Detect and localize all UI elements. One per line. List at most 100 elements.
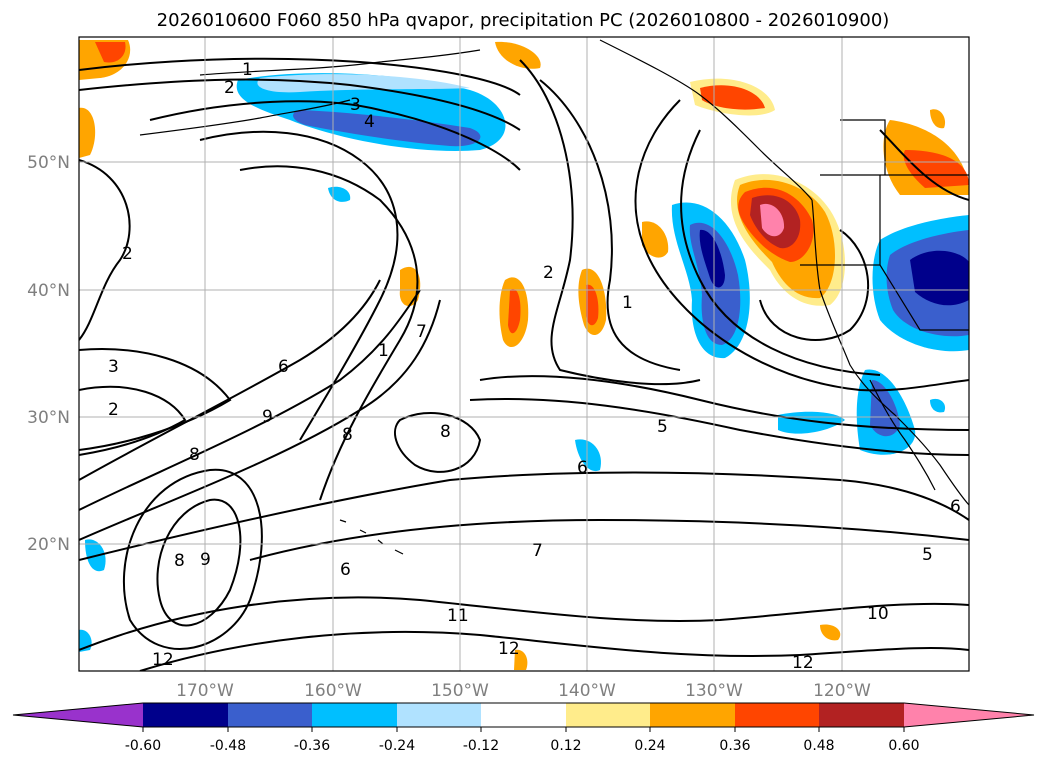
colorbar-bin [650,703,735,727]
colorbar-bin [819,703,904,727]
shade-navy-aleutian [293,110,481,147]
contour-label: 8 [440,422,451,442]
colorbar-tick-label: 0.24 [634,738,665,754]
contour-label: 7 [416,322,427,342]
plot-title: 2026010600 F060 850 hPa qvapor, precipit… [157,10,890,31]
colorbar-bin [481,703,566,727]
map-panel: 1 2 3 4 2 3 2 6 9 8 7 1 2 1 5 8 6 7 11 1… [78,36,970,673]
contour-label: 6 [577,458,588,478]
colorbar-tick-label: -0.60 [125,738,161,754]
contour-line [479,375,969,431]
colorbar-tick-label: 0.36 [719,738,750,754]
contour-line [394,412,482,473]
shade-darknavy-offshore [699,229,725,288]
shade-red-bc [700,85,765,110]
colorbar-tick-label: 0.60 [888,738,919,754]
contour-label: 6 [278,357,289,377]
contour-label: 8 [189,445,200,465]
contour-label: 1 [622,293,633,313]
shade-pink-pnw [760,203,785,237]
contour-line [79,78,521,131]
shade-orange-top [495,41,541,69]
contour-label: 12 [152,650,174,670]
lon-tick-label: 120°W [813,681,871,701]
lon-tick-label: 160°W [304,681,362,701]
contour-label: 3 [108,357,119,377]
contour-label: 2 [108,400,119,420]
contour-label: 6 [950,497,961,517]
lon-tick-label: 170°W [176,681,234,701]
contour-layer [79,57,969,671]
shade-blue-speck5 [930,398,946,413]
contour-line [122,468,263,650]
contour-label: 12 [498,639,520,659]
lat-tick-label: 30°N [27,408,70,428]
contour-line [79,57,521,96]
map-background [79,37,969,671]
contour-label: 8 [342,425,353,445]
lon-tick-label: 140°W [558,681,616,701]
shade-blue-speck1 [328,186,351,202]
contour-line [634,99,969,392]
shade-orange-speck3 [930,109,946,129]
lat-tick-label: 20°N [27,535,70,555]
gridlines [79,37,969,671]
contour-label: 7 [532,541,543,561]
shade-blue-speck2 [575,439,601,472]
lon-tick-label: 150°W [431,681,489,701]
shade-orange-blob [642,221,669,258]
contour-line [249,518,969,561]
coastline-bc [599,39,813,201]
contour-label: 12 [792,653,814,673]
colorbar-tick-label: 0.48 [803,738,834,754]
hawaii-islands [339,519,404,555]
colorbar-tick-label: 0.12 [550,738,581,754]
contour-line [469,398,969,456]
colorbar-bin [143,703,228,727]
contour-line [199,130,399,441]
contour-label: 4 [364,112,375,132]
contour-line [79,299,441,541]
map-frame [78,36,970,672]
contour-label: 6 [340,560,351,580]
shade-red-streak1 [508,289,521,334]
contour-label: 10 [867,604,889,624]
contour-line [79,471,969,561]
coastline-layer [139,39,969,555]
contour-line [239,165,419,501]
shade-orange-west [79,107,96,158]
contour-label: 2 [543,263,554,283]
contour-line [879,129,969,201]
coastline-alaska [199,49,481,76]
lon-tick-label: 130°W [685,681,743,701]
colorbar-tick-marks [142,727,905,732]
coastline-baja [869,379,936,491]
lat-tick-labels: 50°N 40°N 30°N 20°N [27,153,70,555]
contour-label: 1 [242,60,253,80]
contour-label: 5 [657,417,668,437]
contour-line [79,385,187,456]
contour-label: 1 [378,341,389,361]
coastline-us-west [811,199,969,506]
contour-line [759,229,870,341]
lon-tick-labels: 170°W 160°W 150°W 140°W 130°W 120°W [176,681,871,701]
contour-line [79,289,421,511]
shade-red-streak2 [586,284,599,326]
contour-label: 9 [200,550,211,570]
contour-label: 5 [922,545,933,565]
contour-line [79,348,232,451]
contour-labels: 1 2 3 4 2 3 2 6 9 8 7 1 2 1 5 8 6 7 11 1… [108,60,961,673]
colorbar-tick-label: -0.12 [463,738,499,754]
shade-orange-speck2 [820,624,841,641]
coastline-aleutians [139,99,351,136]
lat-tick-label: 40°N [27,281,70,301]
colorbar-tick-label: -0.36 [294,738,330,754]
shade-red-canada [903,150,969,188]
colorbar-bin [566,703,650,727]
shade-orange-speck1 [514,649,528,670]
shade-red-nw [95,42,126,63]
colorbar-bin [735,703,819,727]
state-border-4 [879,264,969,331]
contour-line [680,129,881,376]
